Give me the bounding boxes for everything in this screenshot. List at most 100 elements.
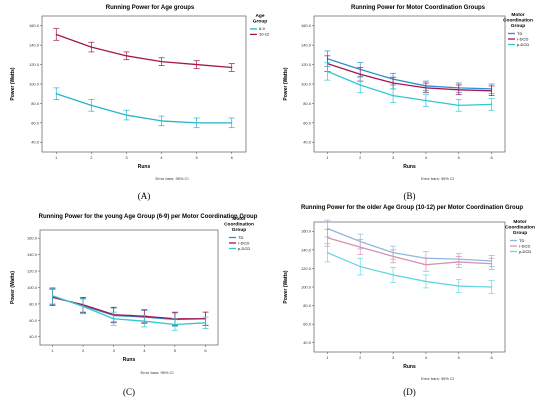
legend-title: Group bbox=[253, 19, 267, 25]
series-line bbox=[327, 58, 492, 90]
y-tick-label: 160.0 bbox=[301, 229, 312, 234]
data-point bbox=[491, 90, 493, 92]
chart-title: Running Power for the young Age Group (6… bbox=[39, 214, 258, 220]
data-point bbox=[458, 261, 460, 263]
data-point bbox=[326, 252, 328, 254]
x-axis-label: Runs bbox=[138, 164, 151, 170]
legend-title: Group bbox=[513, 230, 527, 236]
legend-entry: 6-9 bbox=[259, 26, 266, 31]
x-tick-label: 4 bbox=[160, 155, 163, 160]
legend-title: Motor bbox=[232, 216, 245, 222]
series-10-12 bbox=[53, 28, 235, 72]
data-point bbox=[425, 280, 427, 283]
x-tick-label: 6 bbox=[204, 348, 207, 353]
data-point bbox=[359, 73, 361, 75]
x-tick-label: 3 bbox=[392, 355, 395, 360]
data-point bbox=[125, 114, 128, 116]
plot-frame bbox=[313, 15, 506, 153]
chart-title: Running Power for the older Age Group (1… bbox=[301, 205, 523, 211]
data-point bbox=[425, 99, 427, 102]
legend-entry: TD bbox=[517, 31, 522, 36]
x-tick-label: 5 bbox=[196, 155, 199, 160]
x-axis-label: Runs bbox=[123, 357, 136, 363]
y-tick-label: 100.0 bbox=[301, 81, 312, 86]
panel-label: (D) bbox=[403, 387, 416, 397]
y-tick-label: 120.0 bbox=[301, 62, 312, 67]
error-bar-note: Error bars: 95% CI bbox=[155, 176, 188, 181]
data-point bbox=[359, 265, 361, 268]
data-point bbox=[326, 227, 328, 230]
x-tick-label: 4 bbox=[425, 355, 428, 360]
data-point bbox=[55, 33, 57, 36]
data-point bbox=[113, 318, 115, 320]
legend-entry: r-DCD bbox=[519, 243, 530, 248]
y-axis-label: Power (Watts) bbox=[283, 270, 289, 303]
data-point bbox=[231, 66, 233, 69]
data-point bbox=[458, 285, 460, 287]
y-tick-label: 120.0 bbox=[29, 62, 40, 67]
error-bar-note: Error bars: 95% CI bbox=[421, 176, 454, 181]
chart-panel-c: Running Power for the young Age Group (6… bbox=[10, 214, 258, 397]
data-point bbox=[392, 95, 394, 97]
y-tick-label: 100.0 bbox=[301, 284, 312, 289]
data-point bbox=[491, 286, 493, 288]
y-tick-label: 80.0 bbox=[303, 101, 312, 106]
error-bar-note: Error bars: 95% CI bbox=[140, 370, 173, 375]
x-tick-label: 3 bbox=[125, 155, 128, 160]
legend-title: Coordination bbox=[503, 18, 533, 24]
panel-label: (A) bbox=[138, 191, 151, 201]
data-point bbox=[359, 84, 361, 86]
series-line bbox=[327, 70, 492, 107]
data-point bbox=[82, 305, 84, 307]
panel-label: (C) bbox=[123, 387, 135, 397]
data-point bbox=[125, 55, 128, 57]
y-tick-label: 40.0 bbox=[303, 140, 312, 145]
x-tick-label: 4 bbox=[143, 348, 146, 353]
y-tick-label: 80.0 bbox=[29, 301, 38, 306]
x-tick-label: 6 bbox=[491, 155, 494, 160]
x-tick-label: 2 bbox=[359, 355, 362, 360]
series-line bbox=[52, 295, 206, 321]
data-point bbox=[231, 122, 233, 124]
y-tick-label: 100.0 bbox=[27, 285, 38, 290]
series-p-DCD bbox=[49, 287, 209, 331]
panel-label: (B) bbox=[404, 191, 416, 201]
y-axis-label: Power (Watts) bbox=[10, 67, 16, 100]
data-point bbox=[174, 323, 176, 326]
data-point bbox=[491, 103, 493, 105]
x-tick-label: 1 bbox=[55, 155, 58, 160]
data-point bbox=[491, 263, 493, 265]
y-tick-label: 60.0 bbox=[29, 318, 38, 323]
data-point bbox=[90, 104, 92, 106]
y-tick-label: 160.0 bbox=[301, 23, 312, 28]
plot-frame bbox=[39, 229, 219, 346]
legend-title: Group bbox=[232, 227, 246, 233]
series-line bbox=[52, 296, 206, 320]
chart-panel-a: Running Power for Age groups 40.0 60.0 80.0… bbox=[10, 5, 270, 201]
x-tick-label: 5 bbox=[458, 155, 461, 160]
series-r-DCD bbox=[324, 229, 495, 272]
x-tick-label: 5 bbox=[458, 355, 461, 360]
x-tick-label: 1 bbox=[51, 348, 54, 353]
x-axis-label: Runs bbox=[403, 364, 416, 370]
y-axis-label: Power (Watts) bbox=[10, 271, 16, 304]
x-tick-label: 6 bbox=[491, 355, 494, 360]
data-point bbox=[51, 295, 54, 297]
x-tick-label: 3 bbox=[113, 348, 116, 353]
error-bar-note: Error bars: 95% CI bbox=[421, 376, 454, 381]
series-line bbox=[327, 237, 492, 266]
series-line bbox=[56, 33, 232, 69]
x-tick-label: 3 bbox=[392, 155, 395, 160]
data-point bbox=[204, 322, 207, 324]
x-tick-label: 5 bbox=[174, 348, 177, 353]
x-tick-label: 1 bbox=[326, 355, 329, 360]
y-tick-label: 40.0 bbox=[303, 340, 312, 345]
y-axis-label: Power (Watts) bbox=[283, 67, 289, 100]
legend-title: Coordination bbox=[224, 222, 254, 228]
series-p-DCD bbox=[324, 243, 495, 294]
data-point bbox=[196, 63, 198, 66]
series-line bbox=[327, 62, 492, 92]
y-tick-label: 40.0 bbox=[31, 140, 40, 145]
